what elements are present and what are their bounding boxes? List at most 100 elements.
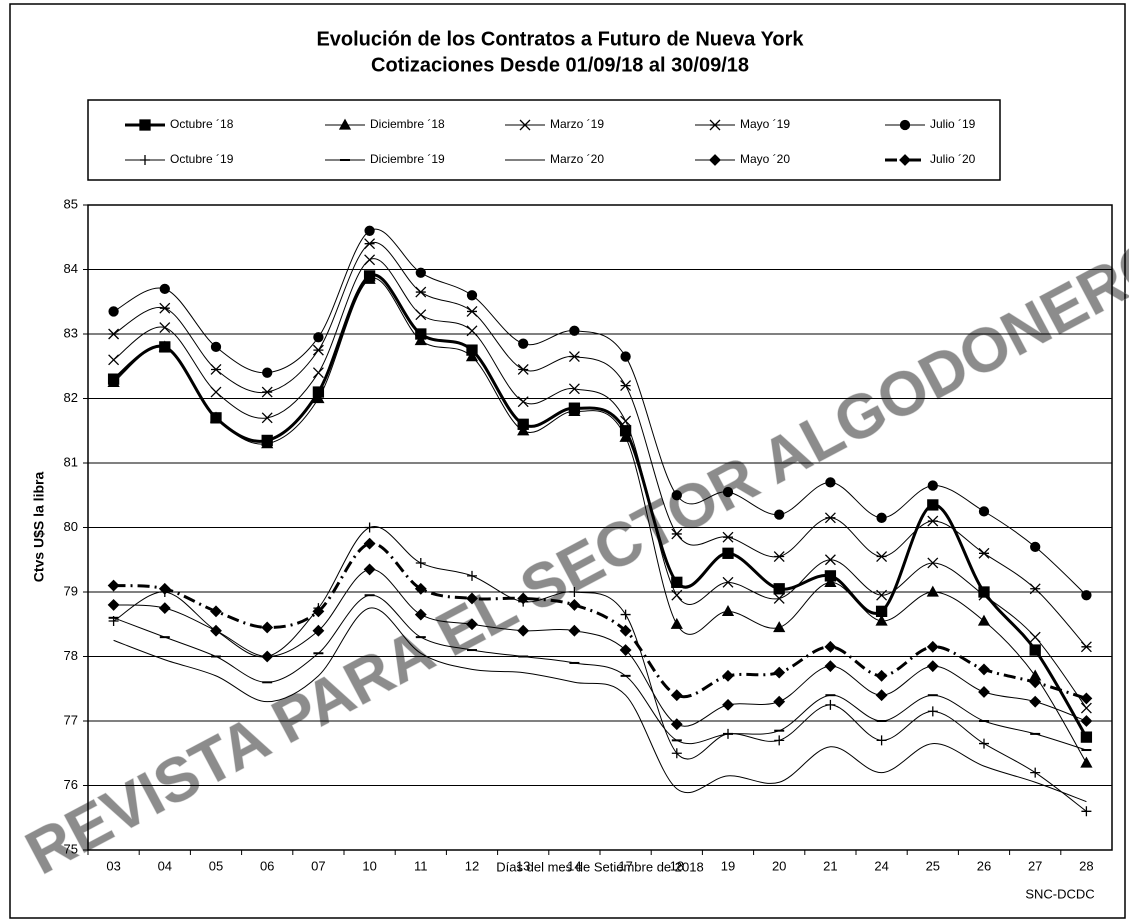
marker — [722, 547, 734, 559]
marker — [465, 350, 479, 362]
marker — [158, 340, 171, 352]
marker — [875, 614, 888, 626]
marker — [709, 154, 721, 166]
y-tick-label: 76 — [64, 777, 78, 792]
legend-label: Julio ´20 — [930, 152, 976, 166]
legend-label: Octubre ´19 — [170, 152, 234, 166]
marker — [415, 557, 426, 568]
marker — [1029, 631, 1041, 643]
marker — [415, 309, 427, 321]
marker — [364, 225, 375, 236]
marker — [927, 557, 939, 569]
series-line — [113, 277, 1087, 764]
marker — [159, 302, 171, 314]
marker — [722, 669, 734, 682]
legend-label: Diciembre ´18 — [370, 117, 445, 131]
marker — [927, 706, 938, 717]
marker — [312, 392, 325, 404]
x-tick-label: 19 — [721, 858, 735, 873]
marker — [158, 602, 171, 615]
series-line — [113, 258, 1087, 709]
y-tick-label: 75 — [64, 841, 78, 856]
marker — [876, 512, 887, 523]
marker — [312, 367, 324, 379]
marker — [1029, 676, 1042, 689]
marker — [670, 617, 683, 629]
y-tick-label: 77 — [64, 712, 78, 727]
marker — [1080, 756, 1093, 768]
x-tick-label: 21 — [823, 858, 837, 873]
marker — [825, 699, 836, 710]
marker — [517, 396, 529, 408]
marker — [875, 669, 888, 682]
marker — [568, 624, 581, 637]
marker — [108, 328, 120, 340]
x-tick-label: 17 — [618, 858, 632, 873]
marker — [1080, 715, 1093, 727]
legend-label: Marzo ´20 — [550, 152, 604, 166]
x-tick-label: 25 — [926, 858, 940, 873]
marker — [1081, 806, 1092, 817]
x-tick-label: 10 — [362, 858, 376, 873]
marker — [671, 589, 683, 601]
marker — [824, 512, 836, 524]
marker — [721, 605, 735, 616]
x-tick-label: 24 — [874, 858, 888, 873]
marker — [364, 238, 376, 250]
x-tick-label: 07 — [311, 858, 325, 873]
series-line — [113, 607, 1087, 803]
legend-box — [87, 99, 1001, 181]
y-tick-label: 83 — [64, 325, 78, 340]
marker — [312, 624, 325, 637]
marker — [467, 570, 477, 581]
marker — [261, 386, 273, 398]
marker — [722, 486, 734, 498]
y-tick-label: 85 — [64, 196, 78, 211]
legend-label: Marzo ´19 — [550, 117, 604, 131]
marker — [313, 332, 324, 343]
marker — [824, 660, 837, 673]
marker — [1029, 644, 1041, 656]
marker — [709, 119, 721, 131]
marker — [210, 364, 222, 375]
x-tick-label: 06 — [260, 858, 274, 873]
marker — [978, 506, 990, 517]
series-line — [113, 594, 1087, 751]
marker — [875, 689, 888, 702]
marker — [210, 386, 222, 398]
series-line — [113, 568, 1087, 727]
marker — [671, 490, 682, 501]
marker — [977, 614, 991, 626]
marker — [312, 605, 325, 618]
marker — [518, 338, 529, 349]
marker — [107, 376, 120, 388]
marker — [1081, 590, 1092, 601]
marker — [414, 334, 427, 346]
x-tick-label: 11 — [414, 858, 428, 873]
marker — [620, 351, 631, 362]
marker — [139, 119, 151, 131]
marker — [619, 624, 632, 637]
marker — [415, 267, 426, 278]
marker — [466, 325, 478, 337]
x-tick-label: 04 — [158, 858, 172, 873]
marker — [774, 509, 785, 520]
legend-label: Diciembre ´19 — [370, 152, 445, 166]
source-note: SNC-DCDC — [1025, 886, 1094, 901]
marker — [568, 383, 580, 395]
x-tick-label: 14 — [567, 858, 581, 873]
marker — [108, 306, 119, 317]
marker — [1030, 541, 1041, 552]
marker — [209, 411, 223, 423]
marker — [338, 118, 352, 130]
marker — [262, 367, 273, 378]
x-tick-label: 05 — [209, 858, 223, 873]
marker — [671, 528, 683, 540]
marker — [670, 689, 683, 702]
marker — [825, 477, 836, 488]
marker — [466, 592, 478, 605]
series-line — [113, 525, 1087, 812]
series-line — [113, 228, 1087, 596]
marker — [261, 621, 274, 634]
marker — [927, 499, 939, 511]
